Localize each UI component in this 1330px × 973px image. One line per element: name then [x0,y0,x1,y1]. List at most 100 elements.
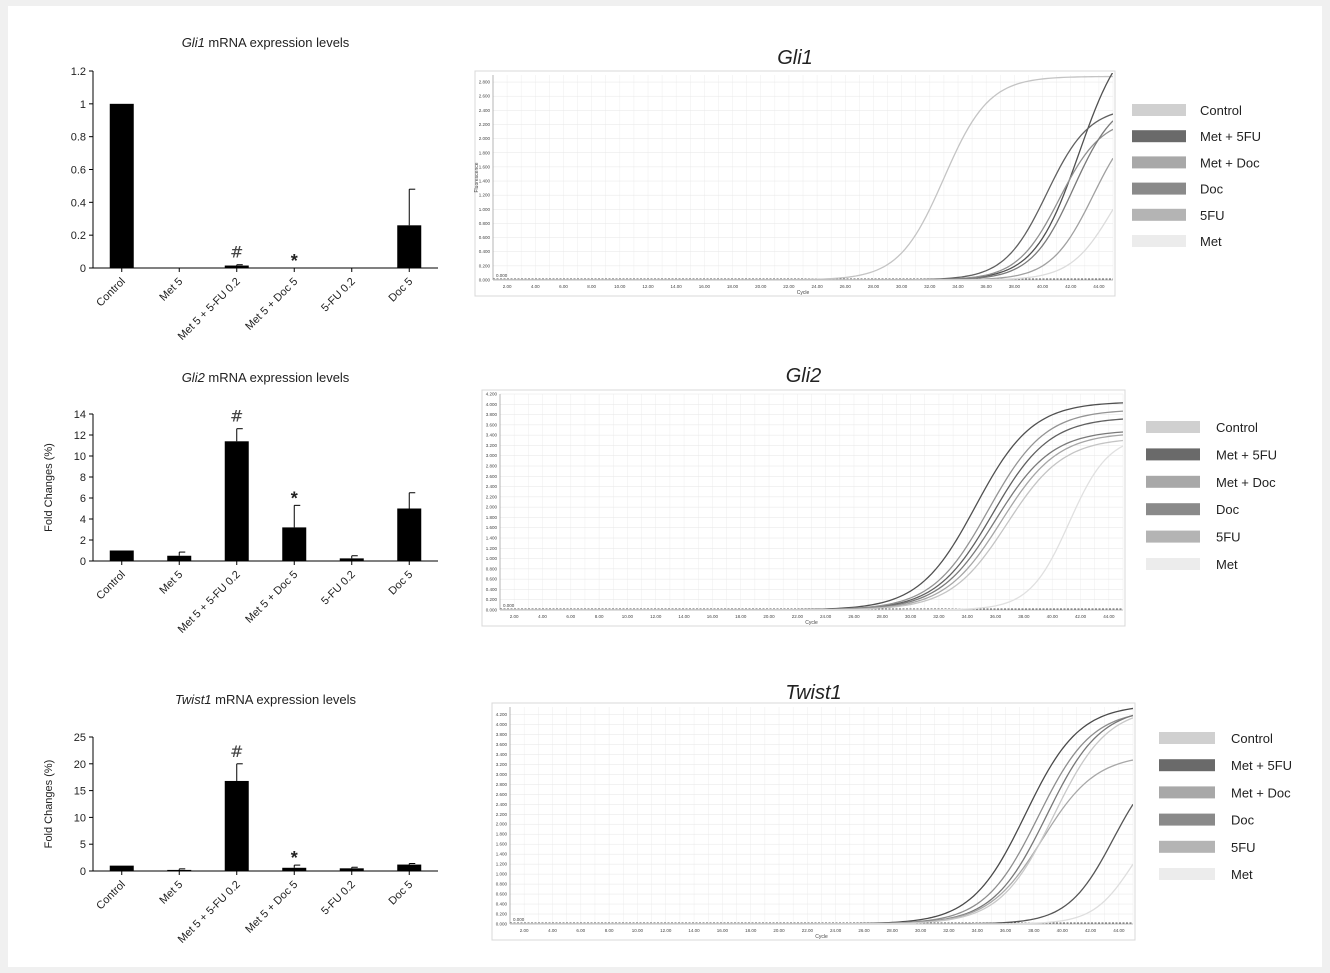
category-label: Met 5 + Doc 5 [243,276,300,333]
x-tick-label: 14.00 [671,284,683,289]
x-tick-label: 12.00 [642,284,654,289]
x-tick-label: 14.00 [688,928,700,933]
y-tick-label: 2.600 [486,474,498,479]
y-tick-label: 6 [80,493,86,505]
category-label: Doc 5 [387,879,416,908]
y-tick-label: 3.800 [496,732,508,737]
x-tick-label: 20.00 [773,928,785,933]
figure-svg: Gli1 mRNA expression levels 0 0.2 0.4 0.6 0.8… [43,35,1292,946]
y-tick-label: 2.800 [486,464,498,469]
legend-label-0: Control [1200,103,1242,118]
bar-5 [397,225,422,268]
legend-label-2: Met + Doc [1200,155,1260,170]
bar-chart-1: Gli1 mRNA expression levels 0 0.2 0.4 0.6 0.8… [71,35,438,343]
legend-swatch-2 [1159,786,1215,799]
y-tick-label: 0.000 [496,922,508,927]
y-tick-label: 0.600 [479,235,491,240]
x-tick-label: 24.00 [830,928,842,933]
curve-met-5fu-2 [493,113,1113,280]
y-tick-label: 15 [74,786,86,798]
category-label: Met 5 + 5-FU 0.2 [176,569,243,636]
legend-swatch-2 [1132,156,1186,169]
y-tick-label: 3.600 [486,422,498,427]
y-tick-label: 2.600 [496,792,508,797]
x-tick-label: 32.00 [943,928,955,933]
legend-swatch-5 [1132,235,1186,247]
legend-label-4: 5FU [1216,530,1241,545]
category-label: Control [94,569,128,603]
x-tick-label: 10.00 [614,284,626,289]
category-label: Met 5 + Doc 5 [243,879,300,936]
y-tick-label: 0.800 [479,221,491,226]
x-tick-label: 38.00 [1009,284,1021,289]
category-label: 5-FU 0.2 [319,569,358,608]
legend-swatch-2 [1146,475,1200,488]
x-tick-label: 32.00 [924,284,936,289]
bar-chart-title: Gli1 mRNA expression levels [182,35,350,50]
bar-0 [109,865,134,871]
bar-1 [167,555,192,561]
x-tick-label: 16.00 [707,614,719,619]
x-tick-label: 14.00 [678,614,690,619]
x-tick-label: 44.00 [1103,614,1115,619]
bar-1 [167,869,192,871]
curve-5fu-5 [493,157,1113,280]
x-tick-label: 42.00 [1075,614,1087,619]
x-tick-label: 20.00 [755,284,767,289]
category-label: 5-FU 0.2 [319,879,358,918]
x-tick-label: 42.00 [1085,928,1097,933]
legend-label-5: Met [1200,234,1222,249]
x-tick-label: 26.00 [858,928,870,933]
y-tick-label: 0.400 [486,587,498,592]
significance-hash: # [230,407,243,426]
y-tick-label: 0.2 [71,230,86,242]
curve-met-6 [493,208,1113,280]
y-tick-label: 4 [80,514,86,526]
x-tick-label: 18.00 [727,284,739,289]
y-tick-label: 2.000 [496,822,508,827]
category-label: Doc 5 [387,276,416,305]
y-tick-label: 3.000 [486,453,498,458]
bar-chart-title-gene: Gli2 [182,370,206,385]
x-tick-label: 2.00 [510,614,519,619]
legend-swatch-0 [1159,732,1215,744]
significance-star: * [291,848,298,868]
y-tick-label: 12 [74,430,86,442]
bar-chart-title-gene: Gli1 [182,35,205,50]
category-label: Met 5 [157,569,185,597]
bar-4 [339,868,364,871]
y-tick-label: 0.8 [71,132,86,144]
y-tick-label: 0.6 [71,165,86,177]
curve-met-6 [500,445,1123,610]
legend-swatch-0 [1132,104,1186,116]
x-tick-label: 10.00 [622,614,634,619]
y-axis-label: Fold Changes (%) [43,760,55,849]
legend-swatch-4 [1159,840,1215,853]
bar-5 [397,864,422,871]
curve-met-5fu-1 [510,803,1133,924]
category-label: Doc 5 [387,569,416,598]
y-tick-label: 1.800 [486,515,498,520]
legend-label-4: 5FU [1231,840,1256,855]
x-tick-label: 30.00 [905,614,917,619]
y-tick-label: 0.800 [486,566,498,571]
bar-chart-2: Gli2 mRNA expression levels 0 2 4 6 8 10 12 14 Fo… [43,370,438,636]
x-tick-label: 40.00 [1047,614,1059,619]
x-tick-label: 16.00 [717,928,729,933]
legend-swatch-4 [1132,208,1186,221]
y-tick-label: 4.000 [496,722,508,727]
legend-label-0: Control [1231,731,1273,746]
legend-label-4: 5FU [1200,208,1225,223]
amplification-plot-title: Gli2 [786,365,822,387]
y-tick-label: 2.200 [486,494,498,499]
y-tick-label: 0.600 [496,892,508,897]
legend-label-5: Met [1231,867,1253,882]
y-tick-label: 3.600 [496,742,508,747]
significance-hash: # [230,742,243,761]
legend-swatch-4 [1146,530,1200,543]
bar-chart-title: Twist1 mRNA expression levels [175,692,357,707]
y-tick-label: 2.000 [479,136,491,141]
y-tick-label: 1.600 [486,525,498,530]
y-tick-label: 3.200 [496,762,508,767]
y-tick-label: 2 [80,535,86,547]
